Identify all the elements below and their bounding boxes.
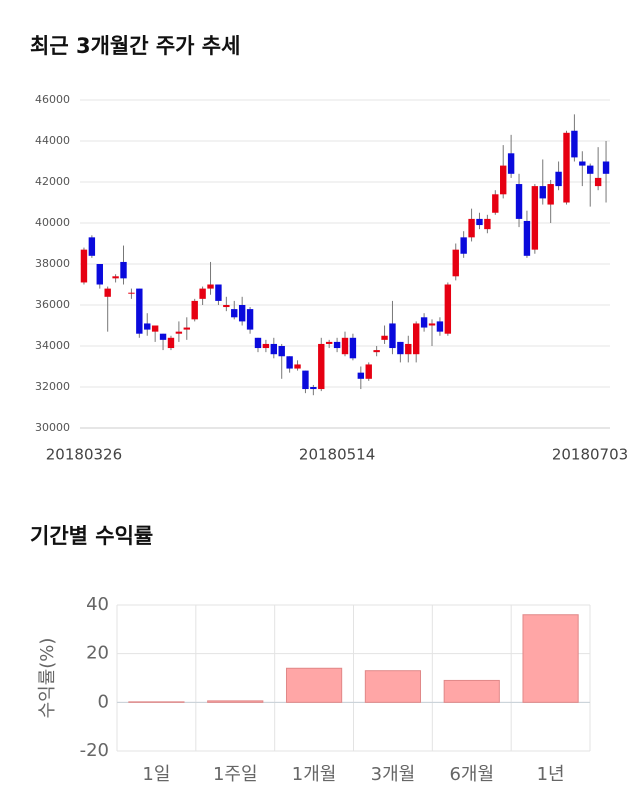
candle-body xyxy=(104,288,111,297)
candle-body xyxy=(428,323,436,326)
candle-body xyxy=(278,346,285,357)
x-tick-label: 1개월 xyxy=(292,764,337,785)
candle-body xyxy=(397,341,404,355)
candle-body xyxy=(492,194,499,213)
candle-body xyxy=(333,341,341,349)
candle-body xyxy=(325,341,333,344)
candle-body xyxy=(270,343,278,355)
candle-body xyxy=(231,309,238,318)
candle-body xyxy=(318,343,325,390)
candle-body xyxy=(381,335,388,340)
candle-body xyxy=(223,305,230,308)
bar xyxy=(522,614,579,703)
candle-body xyxy=(579,161,586,166)
candle-body xyxy=(531,186,539,250)
candle-body xyxy=(602,161,610,174)
y-tick-label: 38000 xyxy=(35,257,70,270)
candle-body xyxy=(420,317,428,328)
candle-body xyxy=(349,337,357,359)
y-tick-label: 20 xyxy=(86,643,109,664)
candle-body xyxy=(389,323,396,349)
x-tick-label: 1주일 xyxy=(213,764,258,785)
candle-body xyxy=(80,249,88,283)
y-tick-label: -20 xyxy=(80,740,109,761)
candle-body xyxy=(215,284,222,301)
candle-body xyxy=(587,165,594,174)
x-tick-label: 1년 xyxy=(537,764,565,785)
candle-body xyxy=(555,171,562,187)
y-tick-label: 0 xyxy=(98,691,109,712)
y-tick-label: 36000 xyxy=(35,298,70,311)
candle-body xyxy=(341,337,349,355)
bar xyxy=(285,667,343,703)
y-axis-label: 수익률(%) xyxy=(37,638,58,719)
chart-title: 기간별 수익률 xyxy=(30,524,153,548)
bar xyxy=(207,700,264,703)
candle-body xyxy=(444,284,452,334)
candle-body xyxy=(294,364,301,369)
candle-body xyxy=(128,292,135,294)
candle-body xyxy=(144,323,151,330)
candle-body xyxy=(594,177,602,187)
x-tick-label: 20180703 xyxy=(552,446,628,464)
y-tick-label: 30000 xyxy=(35,421,70,434)
candle-body xyxy=(563,132,570,203)
candle-body xyxy=(151,325,159,332)
candle-body xyxy=(286,356,293,369)
x-tick-label: 20180514 xyxy=(299,446,375,464)
x-tick-label: 6개월 xyxy=(449,764,494,785)
candle-body xyxy=(373,350,380,353)
candle-body xyxy=(547,184,554,205)
candle-body xyxy=(120,261,127,279)
candle-body xyxy=(412,323,420,355)
candle-body xyxy=(484,218,491,230)
bar xyxy=(443,679,500,703)
candle-body xyxy=(199,288,206,299)
candle-body xyxy=(515,184,523,219)
candle-body xyxy=(302,370,309,390)
y-tick-label: 42000 xyxy=(35,175,70,188)
candle-body xyxy=(357,372,365,379)
candle-body xyxy=(246,309,254,330)
candle-body xyxy=(112,276,119,279)
y-tick-label: 44000 xyxy=(35,134,70,147)
candle-body xyxy=(238,305,246,322)
y-tick-label: 46000 xyxy=(35,93,70,106)
candle-body xyxy=(476,218,483,226)
candle-body xyxy=(183,327,190,330)
y-tick-label: 40000 xyxy=(35,216,70,229)
y-tick-label: 32000 xyxy=(35,380,70,393)
candle-body xyxy=(88,237,96,256)
x-tick-label: 20180326 xyxy=(46,446,122,464)
candle-body xyxy=(507,153,515,174)
candle-body xyxy=(452,249,459,277)
candle-body xyxy=(523,220,531,256)
candle-body xyxy=(571,130,578,158)
candle-body xyxy=(191,300,198,320)
y-tick-label: 40 xyxy=(86,594,109,615)
candle-body xyxy=(167,337,175,349)
candle-body xyxy=(500,165,507,195)
y-tick-label: 34000 xyxy=(35,339,70,352)
candle-body xyxy=(136,288,143,334)
candle-body xyxy=(539,186,546,199)
x-tick-label: 3개월 xyxy=(371,764,416,785)
bar xyxy=(364,670,422,703)
candle-body xyxy=(96,264,103,285)
candle-body xyxy=(159,333,167,340)
candle-body xyxy=(436,321,444,332)
candle-body xyxy=(365,364,372,379)
candle-body xyxy=(254,337,262,349)
candle-body xyxy=(207,284,214,289)
candle-body xyxy=(468,218,475,238)
candle-body xyxy=(460,237,467,254)
candle-body xyxy=(175,331,183,334)
candle-body xyxy=(310,387,317,390)
candle-body xyxy=(262,343,270,349)
chart-title: 최근 3개월간 주가 추세 xyxy=(30,34,240,58)
x-tick-label: 1일 xyxy=(142,764,170,785)
candle-body xyxy=(405,343,412,355)
